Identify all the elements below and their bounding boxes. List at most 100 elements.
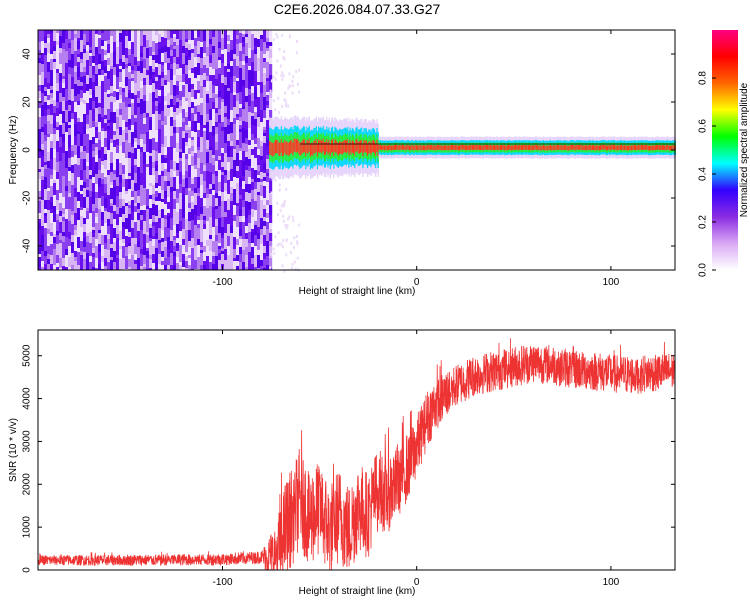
spectrogram-noise-cell bbox=[182, 214, 186, 218]
spectrogram-noise-cell bbox=[104, 243, 108, 249]
spectrogram-noise-cell bbox=[158, 30, 162, 34]
spectrogram-noise-cell bbox=[152, 114, 156, 126]
spectrogram-signal-cell bbox=[417, 145, 419, 151]
spectrogram-signal-cell bbox=[531, 145, 533, 151]
spectrogram-noise-cell bbox=[173, 63, 177, 75]
colorbar-label: Normalized spectral amplitude bbox=[739, 82, 750, 217]
spectrogram-noise-cell bbox=[230, 50, 234, 61]
spectrogram-noise-cell bbox=[289, 34, 292, 38]
spectrogram-noise-cell bbox=[212, 85, 216, 93]
spectrogram-noise-cell bbox=[155, 253, 159, 261]
spectrogram-noise-cell bbox=[98, 64, 102, 69]
spectrogram-noise-cell bbox=[251, 199, 255, 209]
spectrogram-noise-cell bbox=[152, 254, 156, 263]
spectrogram-signal-cell bbox=[615, 145, 617, 151]
spectrogram-noise-cell bbox=[179, 245, 183, 250]
spectrogram-noise-cell bbox=[257, 138, 261, 149]
spectrogram-noise-cell bbox=[128, 176, 132, 179]
spectrogram-noise-cell bbox=[110, 86, 114, 93]
spectrogram-noise-cell bbox=[134, 49, 138, 57]
spectrogram-signal-cell bbox=[313, 140, 315, 154]
spectrogram-noise-cell bbox=[161, 111, 165, 121]
spectrogram-signal-cell bbox=[407, 144, 410, 150]
spectrogram-noise-cell bbox=[80, 180, 84, 185]
spectrogram-noise-cell bbox=[62, 49, 66, 58]
spectrogram-noise-cell bbox=[287, 217, 290, 221]
spectrogram-signal-cell bbox=[644, 145, 646, 150]
spectrogram-noise-cell bbox=[224, 245, 228, 249]
spectrogram-noise-cell bbox=[146, 196, 150, 206]
spectrogram-noise-cell bbox=[131, 211, 135, 220]
spectrogram-signal-cell bbox=[473, 144, 475, 150]
spectrogram-noise-cell bbox=[134, 254, 138, 260]
spectrogram-noise-cell bbox=[284, 91, 287, 95]
spectrogram-noise-cell bbox=[50, 78, 54, 86]
spectrogram-noise-cell bbox=[89, 53, 93, 56]
spectrogram-signal-cell bbox=[503, 144, 505, 150]
spectrogram-noise-cell bbox=[38, 158, 42, 169]
spectrogram-noise-cell bbox=[236, 227, 240, 239]
spectrogram-noise-cell bbox=[203, 101, 207, 109]
spectrogram-noise-cell bbox=[200, 174, 204, 185]
spectrogram-noise-cell bbox=[266, 200, 270, 205]
spectrogram-noise-cell bbox=[269, 110, 273, 122]
spectrogram-noise-cell bbox=[188, 50, 192, 57]
spectrogram-noise-cell bbox=[56, 240, 60, 244]
spectrogram-noise-cell bbox=[65, 89, 69, 101]
spectrogram-noise-cell bbox=[179, 262, 183, 265]
spectrogram-noise-cell bbox=[152, 83, 156, 92]
spectrogram-noise-cell bbox=[104, 177, 108, 184]
spectrogram-signal-cell bbox=[471, 145, 474, 150]
spectrogram-y-label: Frequency (Hz) bbox=[8, 116, 19, 185]
spectrogram-noise-cell bbox=[119, 59, 123, 63]
spectrogram-noise-cell bbox=[203, 193, 207, 198]
spectrogram-noise-cell bbox=[125, 58, 129, 64]
spectrogram-noise-cell bbox=[170, 160, 174, 169]
spectrogram-noise-cell bbox=[248, 215, 252, 223]
spectrogram-noise-cell bbox=[215, 113, 219, 122]
spectrogram-noise-cell bbox=[212, 190, 216, 195]
spectrogram-noise-cell bbox=[260, 160, 264, 172]
spectrogram-noise-cell bbox=[155, 171, 159, 183]
spectrogram-signal-cell bbox=[551, 145, 553, 151]
spectrogram-noise-cell bbox=[164, 247, 168, 258]
spectrogram-noise-cell bbox=[227, 81, 231, 88]
spectrogram-signal-cell bbox=[326, 139, 328, 152]
spectrogram-noise-cell bbox=[104, 266, 108, 270]
spectrogram-noise-cell bbox=[122, 92, 126, 102]
spectrogram-noise-cell bbox=[104, 66, 108, 73]
spectrogram-noise-cell bbox=[71, 235, 75, 242]
spectrogram-noise-cell bbox=[47, 109, 51, 115]
spectrogram-noise-cell bbox=[41, 93, 45, 105]
spectrogram-noise-cell bbox=[167, 202, 171, 209]
spectrogram-signal-cell bbox=[484, 144, 486, 150]
spectrogram-noise-cell bbox=[140, 249, 144, 254]
spectrogram-noise-cell bbox=[251, 168, 255, 179]
spectrogram-noise-cell bbox=[143, 113, 147, 118]
spectrogram-noise-cell bbox=[236, 78, 240, 81]
spectrogram-noise-cell bbox=[233, 118, 237, 124]
spectrogram-noise-cell bbox=[107, 79, 111, 90]
spectrogram-noise-cell bbox=[116, 214, 120, 225]
spectrogram-noise-cell bbox=[188, 64, 192, 70]
spectrogram-noise-cell bbox=[170, 69, 174, 80]
spectrogram-noise-cell bbox=[209, 93, 213, 98]
spectrogram-noise-cell bbox=[266, 222, 270, 229]
spectrogram-noise-cell bbox=[188, 127, 192, 130]
spectrogram-noise-cell bbox=[158, 34, 162, 42]
spectrogram-noise-cell bbox=[107, 71, 111, 79]
spectrogram-noise-cell bbox=[272, 75, 275, 79]
spectrogram-signal-cell bbox=[664, 145, 666, 151]
spectrogram-noise-cell bbox=[224, 175, 228, 183]
spectrogram-noise-cell bbox=[236, 206, 240, 216]
spectrogram-noise-cell bbox=[176, 233, 180, 238]
spectrogram-signal-cell bbox=[383, 145, 385, 151]
spectrogram-noise-cell bbox=[209, 98, 213, 109]
spectrogram-noise-cell bbox=[119, 63, 123, 66]
spectrogram-noise-cell bbox=[53, 106, 57, 113]
spectrogram-noise-cell bbox=[155, 130, 159, 142]
spectrogram-noise-cell bbox=[140, 53, 144, 57]
spectrogram-noise-cell bbox=[179, 52, 183, 63]
spectrogram-noise-cell bbox=[149, 153, 153, 156]
spectrogram-noise-cell bbox=[239, 216, 243, 222]
